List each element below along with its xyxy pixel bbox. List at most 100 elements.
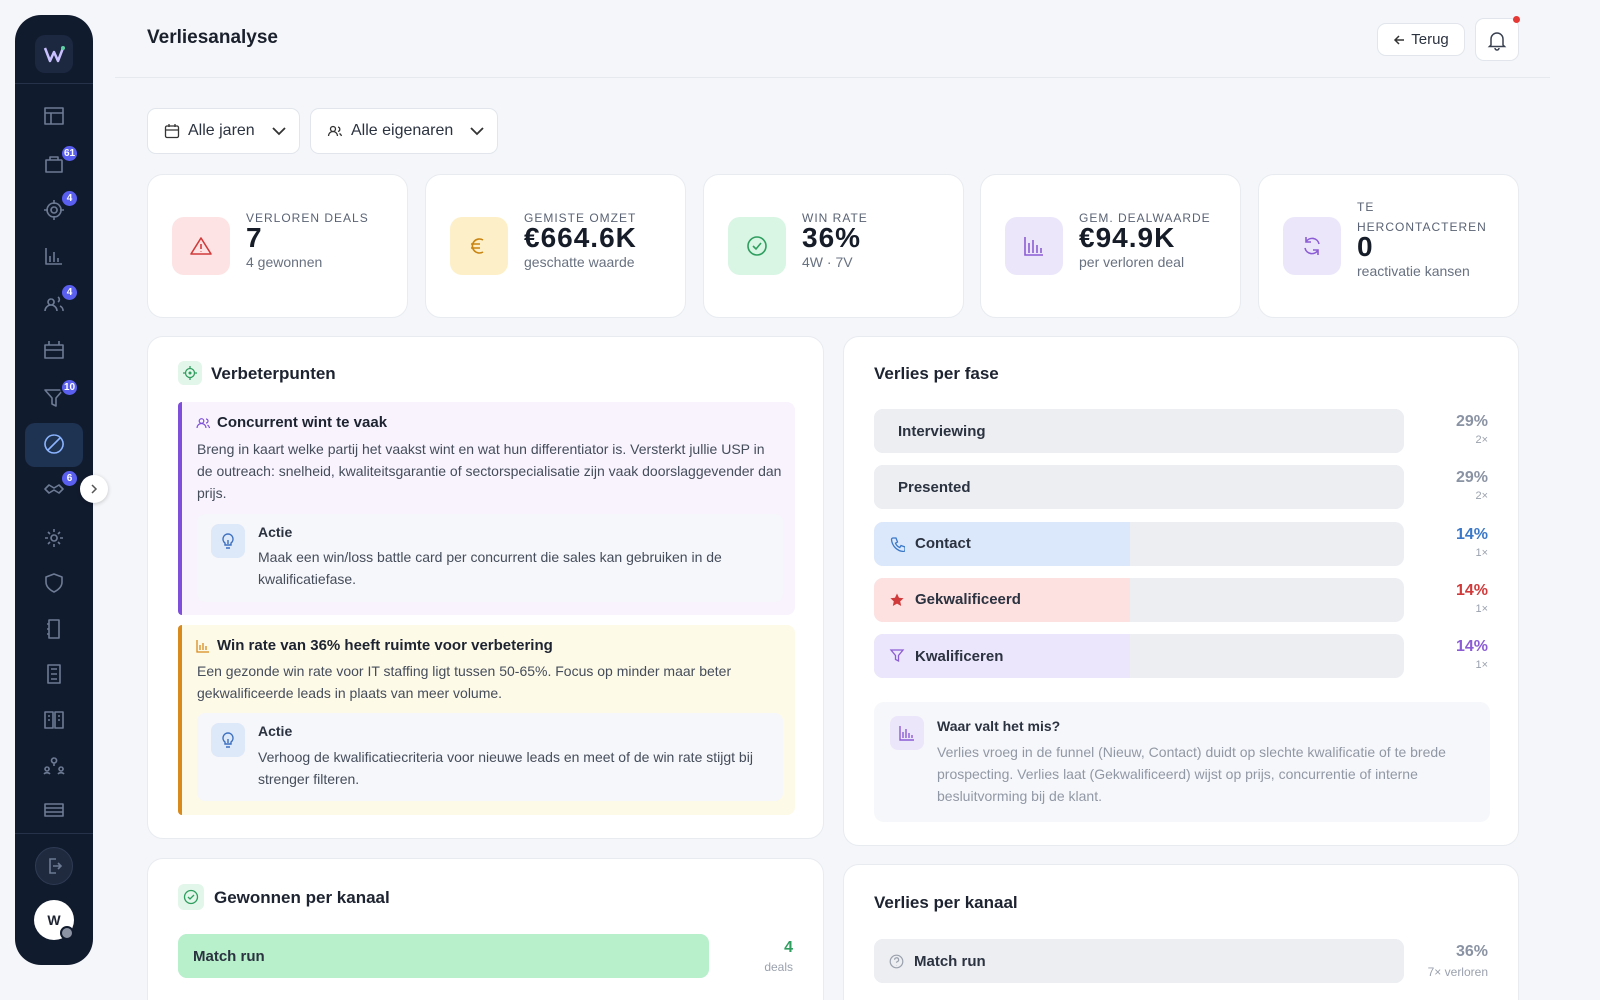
filter-label: Alle jaren bbox=[188, 122, 255, 139]
phase-label: Contact bbox=[915, 535, 971, 553]
phase-track: Gekwalificeerd bbox=[874, 577, 1404, 622]
kpi-text: VERLOREN DEALS 7 4 gewonnen bbox=[246, 208, 386, 272]
kpi-value: €664.6K bbox=[524, 222, 637, 253]
kpi-card: WIN RATE 36% 4W · 7V bbox=[703, 174, 964, 318]
kpi-value: 0 bbox=[1357, 231, 1374, 262]
icon bbox=[1304, 237, 1320, 255]
phase-pct: 14% bbox=[1455, 581, 1488, 599]
nav-icon[interactable] bbox=[45, 573, 63, 593]
bulb-icon bbox=[222, 533, 234, 549]
back-button[interactable]: Terug bbox=[1377, 23, 1465, 56]
channel-count: 4 bbox=[784, 939, 793, 956]
users-icon bbox=[196, 418, 210, 429]
kpi-sub: geschatte waarde bbox=[524, 254, 635, 270]
chevron-down bbox=[470, 127, 484, 136]
panel-title: Gewonnen per kanaal bbox=[214, 888, 390, 907]
logout-button[interactable] bbox=[35, 847, 73, 885]
kpi-label: GEM. DEALWAARDE bbox=[1079, 211, 1211, 225]
phase-track: Kwalificeren bbox=[874, 634, 1404, 679]
bell-icon bbox=[1487, 31, 1507, 51]
nav-icon[interactable] bbox=[44, 389, 64, 407]
channel-pct: 36% bbox=[1455, 943, 1488, 960]
icon bbox=[747, 236, 767, 256]
kpi-card: TE HERCONTACTEREN 0 reactivatie kansen bbox=[1258, 174, 1519, 318]
phase-label: Gekwalificeerd bbox=[915, 591, 1021, 609]
action-label: Actie bbox=[258, 524, 293, 540]
phase-bar bbox=[874, 577, 1130, 622]
nav-icon[interactable] bbox=[45, 529, 63, 547]
kpi-text: GEMISTE OMZET €664.6K geschatte waarde bbox=[524, 208, 664, 272]
phase-count: 1× bbox=[1475, 659, 1488, 672]
nav-icon[interactable] bbox=[45, 156, 63, 173]
logo[interactable] bbox=[35, 35, 73, 73]
kpi-label: VERLOREN DEALS bbox=[246, 211, 369, 225]
kpi-card: GEMISTE OMZET €664.6K geschatte waarde bbox=[425, 174, 686, 318]
channel-name: Match run bbox=[889, 939, 986, 983]
badge: 10 bbox=[60, 378, 79, 397]
nav-icon[interactable] bbox=[44, 296, 64, 312]
kpi-value: 7 bbox=[246, 222, 263, 253]
phase-pct: 29% bbox=[1455, 469, 1488, 487]
nav-icon[interactable] bbox=[47, 619, 60, 639]
users-icon bbox=[327, 125, 343, 137]
notification-dot bbox=[1513, 16, 1520, 23]
phase-name: Interviewing bbox=[898, 409, 986, 453]
kpi-card: GEM. DEALWAARDE €94.9K per verloren deal bbox=[980, 174, 1241, 318]
kpi-label: WIN RATE bbox=[802, 211, 868, 225]
nav-icon[interactable] bbox=[44, 341, 64, 359]
nav-icon[interactable] bbox=[44, 803, 64, 817]
collapse-toggle[interactable] bbox=[80, 475, 108, 503]
kpi-card: VERLOREN DEALS 7 4 gewonnen bbox=[147, 174, 408, 318]
nav-icon[interactable] bbox=[43, 757, 65, 775]
phase-track: Presented bbox=[874, 465, 1404, 510]
owner-filter[interactable]: Alle eigenaren bbox=[310, 108, 498, 154]
status-dot bbox=[60, 926, 74, 940]
notifications-button[interactable] bbox=[1475, 18, 1519, 61]
kpi-text: TE HERCONTACTEREN 0 reactivatie kansen bbox=[1357, 197, 1497, 281]
phase-count: 2× bbox=[1475, 434, 1488, 446]
channel-bar bbox=[874, 939, 1404, 983]
note-text: Verlies vroeg in de funnel (Nieuw, Conta… bbox=[937, 744, 1446, 804]
badge: 4 bbox=[60, 189, 79, 208]
kpi-icon bbox=[172, 217, 230, 275]
action-box: Actie Maak een win/loss battle card per … bbox=[197, 514, 783, 602]
bulb-icon bbox=[222, 732, 234, 748]
kpi-value: 36% bbox=[802, 222, 862, 253]
year-filter[interactable]: Alle jaren bbox=[147, 108, 300, 154]
nav-icon[interactable] bbox=[44, 107, 64, 125]
nav-icon[interactable] bbox=[44, 711, 64, 729]
panel-icon bbox=[178, 361, 202, 385]
kpi-sub: 4W · 7V bbox=[802, 254, 853, 270]
nav-icon[interactable] bbox=[44, 434, 64, 454]
phase-label: Kwalificeren bbox=[915, 647, 1004, 665]
icon bbox=[190, 237, 212, 255]
channel-bar bbox=[178, 934, 709, 978]
bulb-badge bbox=[211, 723, 245, 757]
phase-icon bbox=[890, 593, 904, 606]
action-text: Verhoog de kwalificatiecriteria voor nie… bbox=[258, 749, 753, 787]
logo-mark bbox=[43, 46, 65, 63]
arrow-icon bbox=[1394, 34, 1405, 45]
action-label: Actie bbox=[258, 723, 293, 739]
back-label: Terug bbox=[1411, 31, 1449, 48]
help-icon bbox=[889, 954, 904, 968]
kpi-icon bbox=[1005, 217, 1063, 275]
phase-count: 1× bbox=[1475, 546, 1488, 559]
nav-icon[interactable] bbox=[47, 664, 61, 684]
note-box: Waar valt het mis? Verlies vroeg in de f… bbox=[874, 702, 1490, 822]
nav-icon[interactable] bbox=[44, 200, 64, 220]
phase-bar bbox=[874, 634, 1130, 679]
badge: 4 bbox=[60, 283, 79, 302]
nav-icon[interactable] bbox=[45, 248, 62, 265]
improvements-panel: Verbeterpunten Concurrent wint te vaak B… bbox=[147, 336, 824, 839]
item-text: Een gezonde win rate voor IT staffing li… bbox=[197, 663, 732, 701]
channel-label: Match run bbox=[914, 952, 986, 970]
nav-icon[interactable] bbox=[44, 484, 64, 494]
improvement-item: Concurrent wint te vaak Breng in kaart w… bbox=[178, 402, 795, 615]
panel-title: Verlies per fase bbox=[874, 364, 999, 383]
improvement-item: Win rate van 36% heeft ruimte voor verbe… bbox=[178, 625, 795, 815]
target-icon bbox=[183, 366, 197, 380]
panel-icon bbox=[178, 884, 204, 910]
action-text: Maak een win/loss battle card per concur… bbox=[258, 549, 722, 587]
kpi-value: €94.9K bbox=[1079, 222, 1176, 253]
